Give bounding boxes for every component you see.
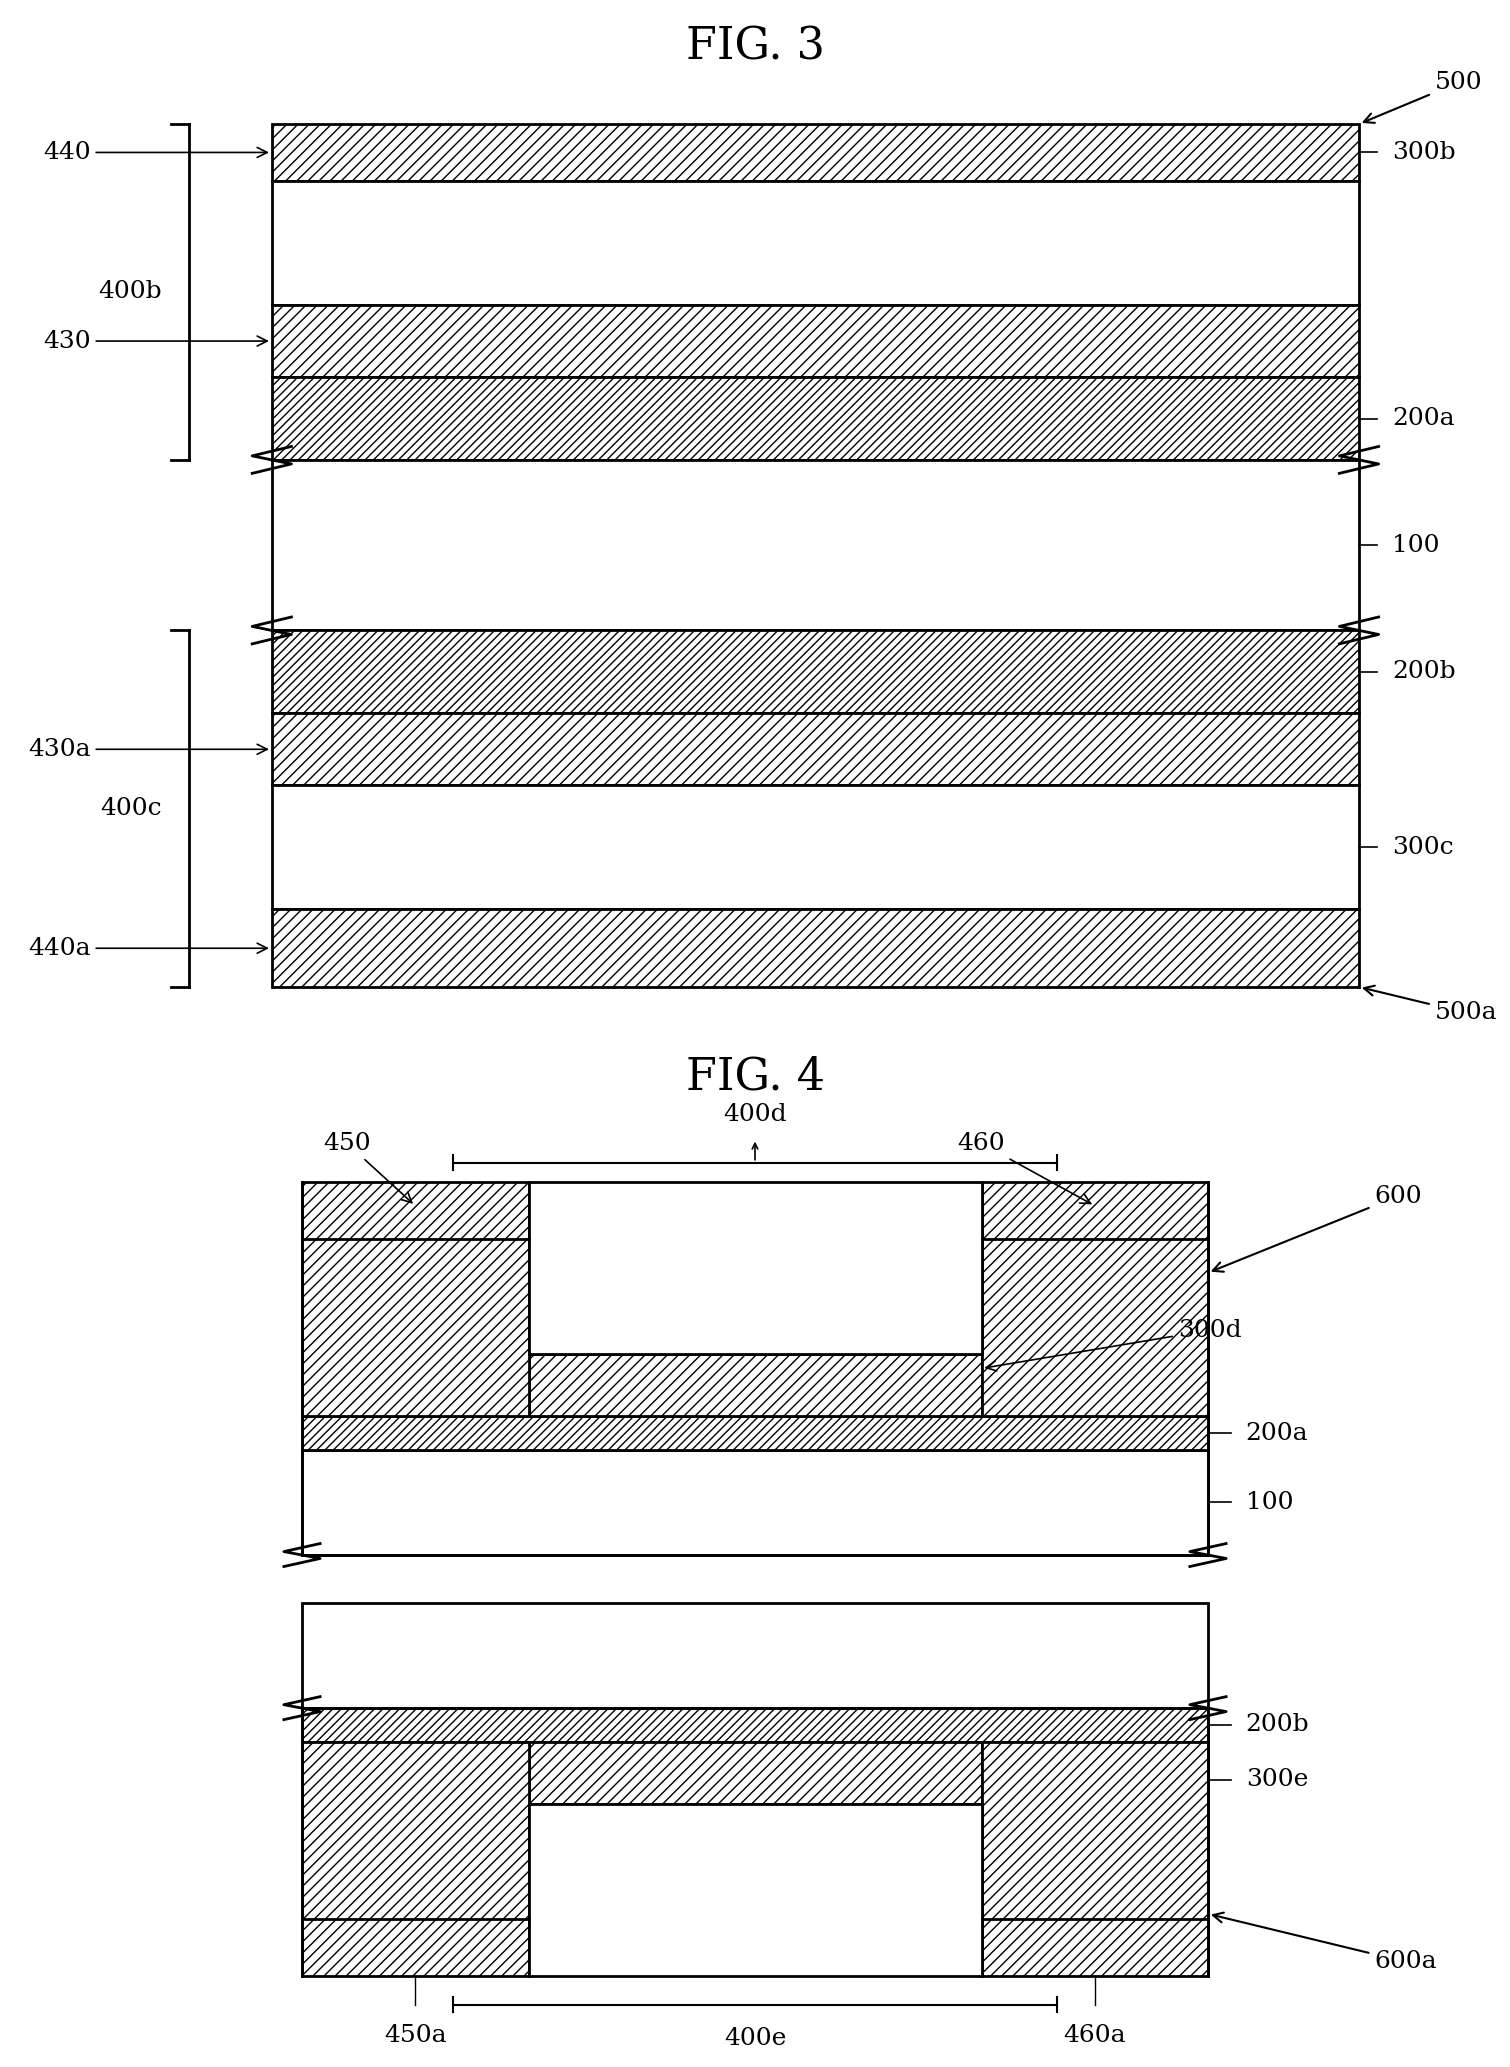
Bar xyxy=(272,182,1359,304)
Bar xyxy=(272,630,1359,713)
Text: 400e: 400e xyxy=(723,2028,787,2050)
Bar xyxy=(272,376,1359,461)
Bar xyxy=(272,124,1359,182)
Text: 430a: 430a xyxy=(29,738,267,761)
Bar xyxy=(272,713,1359,785)
Text: FIG. 3: FIG. 3 xyxy=(686,25,824,68)
Text: 200b: 200b xyxy=(1392,659,1456,684)
Text: 600: 600 xyxy=(1213,1184,1422,1271)
Text: 400d: 400d xyxy=(723,1104,787,1127)
Text: 400b: 400b xyxy=(98,281,162,304)
Bar xyxy=(982,1742,1208,1976)
Text: 440a: 440a xyxy=(29,936,267,959)
Bar xyxy=(302,1742,528,1976)
Text: 460a: 460a xyxy=(1063,2024,1126,2046)
Bar xyxy=(302,1182,528,1416)
Text: 430: 430 xyxy=(42,329,267,353)
Text: 100: 100 xyxy=(1246,1490,1293,1513)
Text: 450a: 450a xyxy=(384,2024,447,2046)
Bar xyxy=(302,1602,1208,1707)
Text: 200b: 200b xyxy=(1246,1714,1309,1736)
Text: 300d: 300d xyxy=(986,1319,1241,1370)
Bar xyxy=(272,304,1359,376)
Text: FIG. 4: FIG. 4 xyxy=(686,1054,824,1098)
Bar xyxy=(272,785,1359,909)
Text: 300b: 300b xyxy=(1392,141,1456,163)
Bar xyxy=(528,1354,982,1416)
Bar xyxy=(302,1449,1208,1554)
Text: 200a: 200a xyxy=(1392,407,1454,430)
Text: 500: 500 xyxy=(1364,70,1483,122)
Text: 400c: 400c xyxy=(100,798,162,821)
Bar xyxy=(528,1804,982,1976)
Bar xyxy=(302,1416,1208,1449)
Text: 300e: 300e xyxy=(1246,1769,1308,1792)
Bar xyxy=(528,1742,982,1804)
Bar xyxy=(528,1182,982,1354)
Bar xyxy=(302,1707,1208,1742)
Text: 460: 460 xyxy=(957,1133,1090,1203)
Text: 450: 450 xyxy=(323,1133,412,1203)
Bar xyxy=(272,461,1359,630)
Text: 440: 440 xyxy=(42,141,267,163)
Bar xyxy=(272,909,1359,988)
Bar xyxy=(982,1182,1208,1416)
Text: 600a: 600a xyxy=(1213,1912,1436,1974)
Text: 200a: 200a xyxy=(1246,1422,1308,1445)
Text: 300c: 300c xyxy=(1392,835,1454,860)
Text: 500a: 500a xyxy=(1364,986,1496,1025)
Text: 100: 100 xyxy=(1392,533,1439,556)
